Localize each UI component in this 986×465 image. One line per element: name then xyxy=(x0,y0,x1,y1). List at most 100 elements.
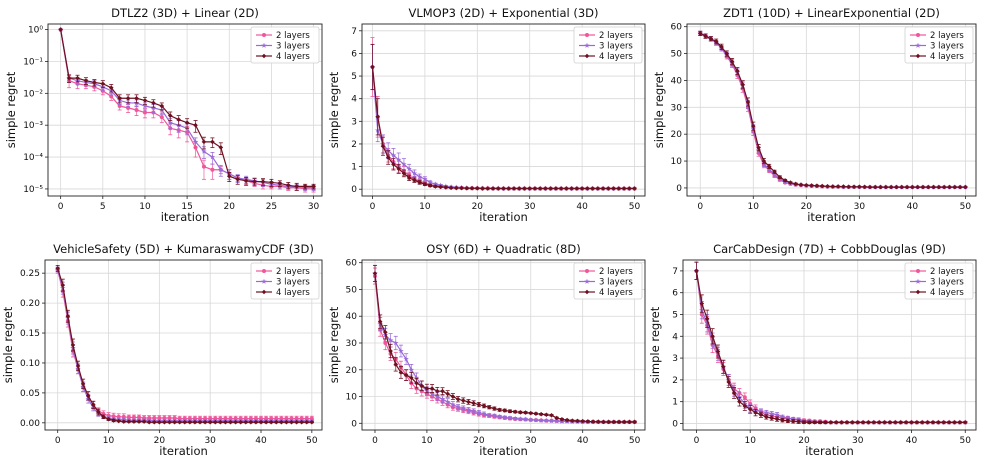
legend-label: 4 layers xyxy=(276,288,310,298)
data-point xyxy=(152,416,157,421)
x-tick-label: 10 xyxy=(139,202,151,212)
data-point xyxy=(469,186,475,191)
data-point xyxy=(465,407,472,413)
data-point xyxy=(243,178,249,184)
data-point xyxy=(285,183,291,188)
x-tick-label: 10 xyxy=(421,436,433,446)
x-tick-label: 40 xyxy=(576,202,588,212)
data-point xyxy=(882,420,887,425)
data-point xyxy=(758,412,764,418)
y-tick-label: 3 xyxy=(351,117,357,127)
legend-swatch-marker xyxy=(915,42,921,48)
series-line xyxy=(371,66,635,190)
x-tick-label: 20 xyxy=(473,436,485,446)
data-point xyxy=(142,110,147,115)
data-point xyxy=(621,419,627,425)
data-point xyxy=(476,409,482,415)
data-point xyxy=(898,420,904,425)
data-point xyxy=(761,158,767,164)
data-point xyxy=(621,186,627,191)
data-point xyxy=(481,411,487,417)
legend-label: 4 layers xyxy=(930,288,964,298)
data-point xyxy=(434,393,441,399)
data-point xyxy=(466,399,471,405)
data-point xyxy=(777,174,783,180)
y-tick-label: 3 xyxy=(672,354,678,364)
y-tick-label: 2 xyxy=(672,376,678,386)
legend-label: 2 layers xyxy=(276,267,310,277)
data-point xyxy=(844,420,850,425)
data-point xyxy=(533,417,539,423)
data-point xyxy=(429,386,435,391)
data-point xyxy=(774,416,780,422)
y-axis-label: simple regret xyxy=(652,71,666,148)
data-point xyxy=(537,186,543,191)
data-point xyxy=(269,180,274,185)
data-point xyxy=(235,177,240,182)
legend-box xyxy=(573,262,643,300)
data-point xyxy=(548,186,553,191)
data-point xyxy=(273,419,279,425)
data-point xyxy=(528,416,534,423)
x-tick-label: 30 xyxy=(854,202,866,212)
data-point xyxy=(764,414,769,420)
data-point xyxy=(209,154,216,160)
data-point xyxy=(294,184,300,189)
data-point xyxy=(438,184,443,190)
y-tick-label: 20 xyxy=(671,130,683,140)
data-point xyxy=(857,184,862,190)
x-axis-label: iteration xyxy=(805,444,854,458)
data-point xyxy=(429,390,435,397)
data-point xyxy=(212,419,218,425)
series-4-layers xyxy=(694,261,968,425)
data-point xyxy=(632,419,637,425)
data-point xyxy=(260,179,266,184)
data-point xyxy=(747,406,753,412)
y-tick-label: 1 xyxy=(351,163,357,173)
data-point xyxy=(558,186,564,191)
x-axis-label: iteration xyxy=(161,210,210,224)
data-point xyxy=(920,184,926,190)
data-point xyxy=(302,184,308,189)
legend-box xyxy=(904,26,974,64)
y-tick-label: 10 xyxy=(671,157,683,167)
data-point xyxy=(403,356,409,362)
data-point xyxy=(779,414,786,420)
x-tick-label: 50 xyxy=(960,436,972,446)
x-tick-label: 0 xyxy=(55,436,61,446)
data-point xyxy=(543,186,548,191)
y-tick-label: 10⁻¹ xyxy=(23,57,43,67)
data-point xyxy=(167,119,173,126)
y-tick-label: 60 xyxy=(671,23,683,33)
x-axis-label: iteration xyxy=(807,210,856,224)
data-point xyxy=(385,155,391,160)
data-point xyxy=(455,404,461,410)
data-point xyxy=(101,414,106,420)
data-point xyxy=(600,186,606,191)
data-point xyxy=(502,408,508,413)
data-point xyxy=(632,186,637,191)
data-point xyxy=(218,419,223,425)
y-axis-label: simple regret xyxy=(648,306,662,383)
data-point xyxy=(585,186,590,191)
data-point xyxy=(790,416,796,422)
data-point xyxy=(748,401,753,406)
data-point xyxy=(459,185,464,191)
data-point xyxy=(735,68,740,74)
data-point xyxy=(697,31,703,36)
data-point xyxy=(406,165,412,172)
data-point xyxy=(947,184,952,190)
data-point xyxy=(150,104,157,111)
chart-panel-3: 0 10 20 30 40 50 0 10 20 30 40 50 60 ZDT1 (10D) + Lin… xyxy=(652,6,977,224)
data-point xyxy=(850,420,855,425)
data-point xyxy=(427,183,433,188)
data-point xyxy=(616,186,622,191)
data-point xyxy=(83,78,89,83)
y-tick-label: 5 xyxy=(351,72,357,82)
legend-swatch-marker xyxy=(585,269,589,273)
data-point xyxy=(476,402,482,407)
data-point xyxy=(511,186,517,191)
data-point xyxy=(903,420,909,425)
data-point xyxy=(737,399,742,404)
